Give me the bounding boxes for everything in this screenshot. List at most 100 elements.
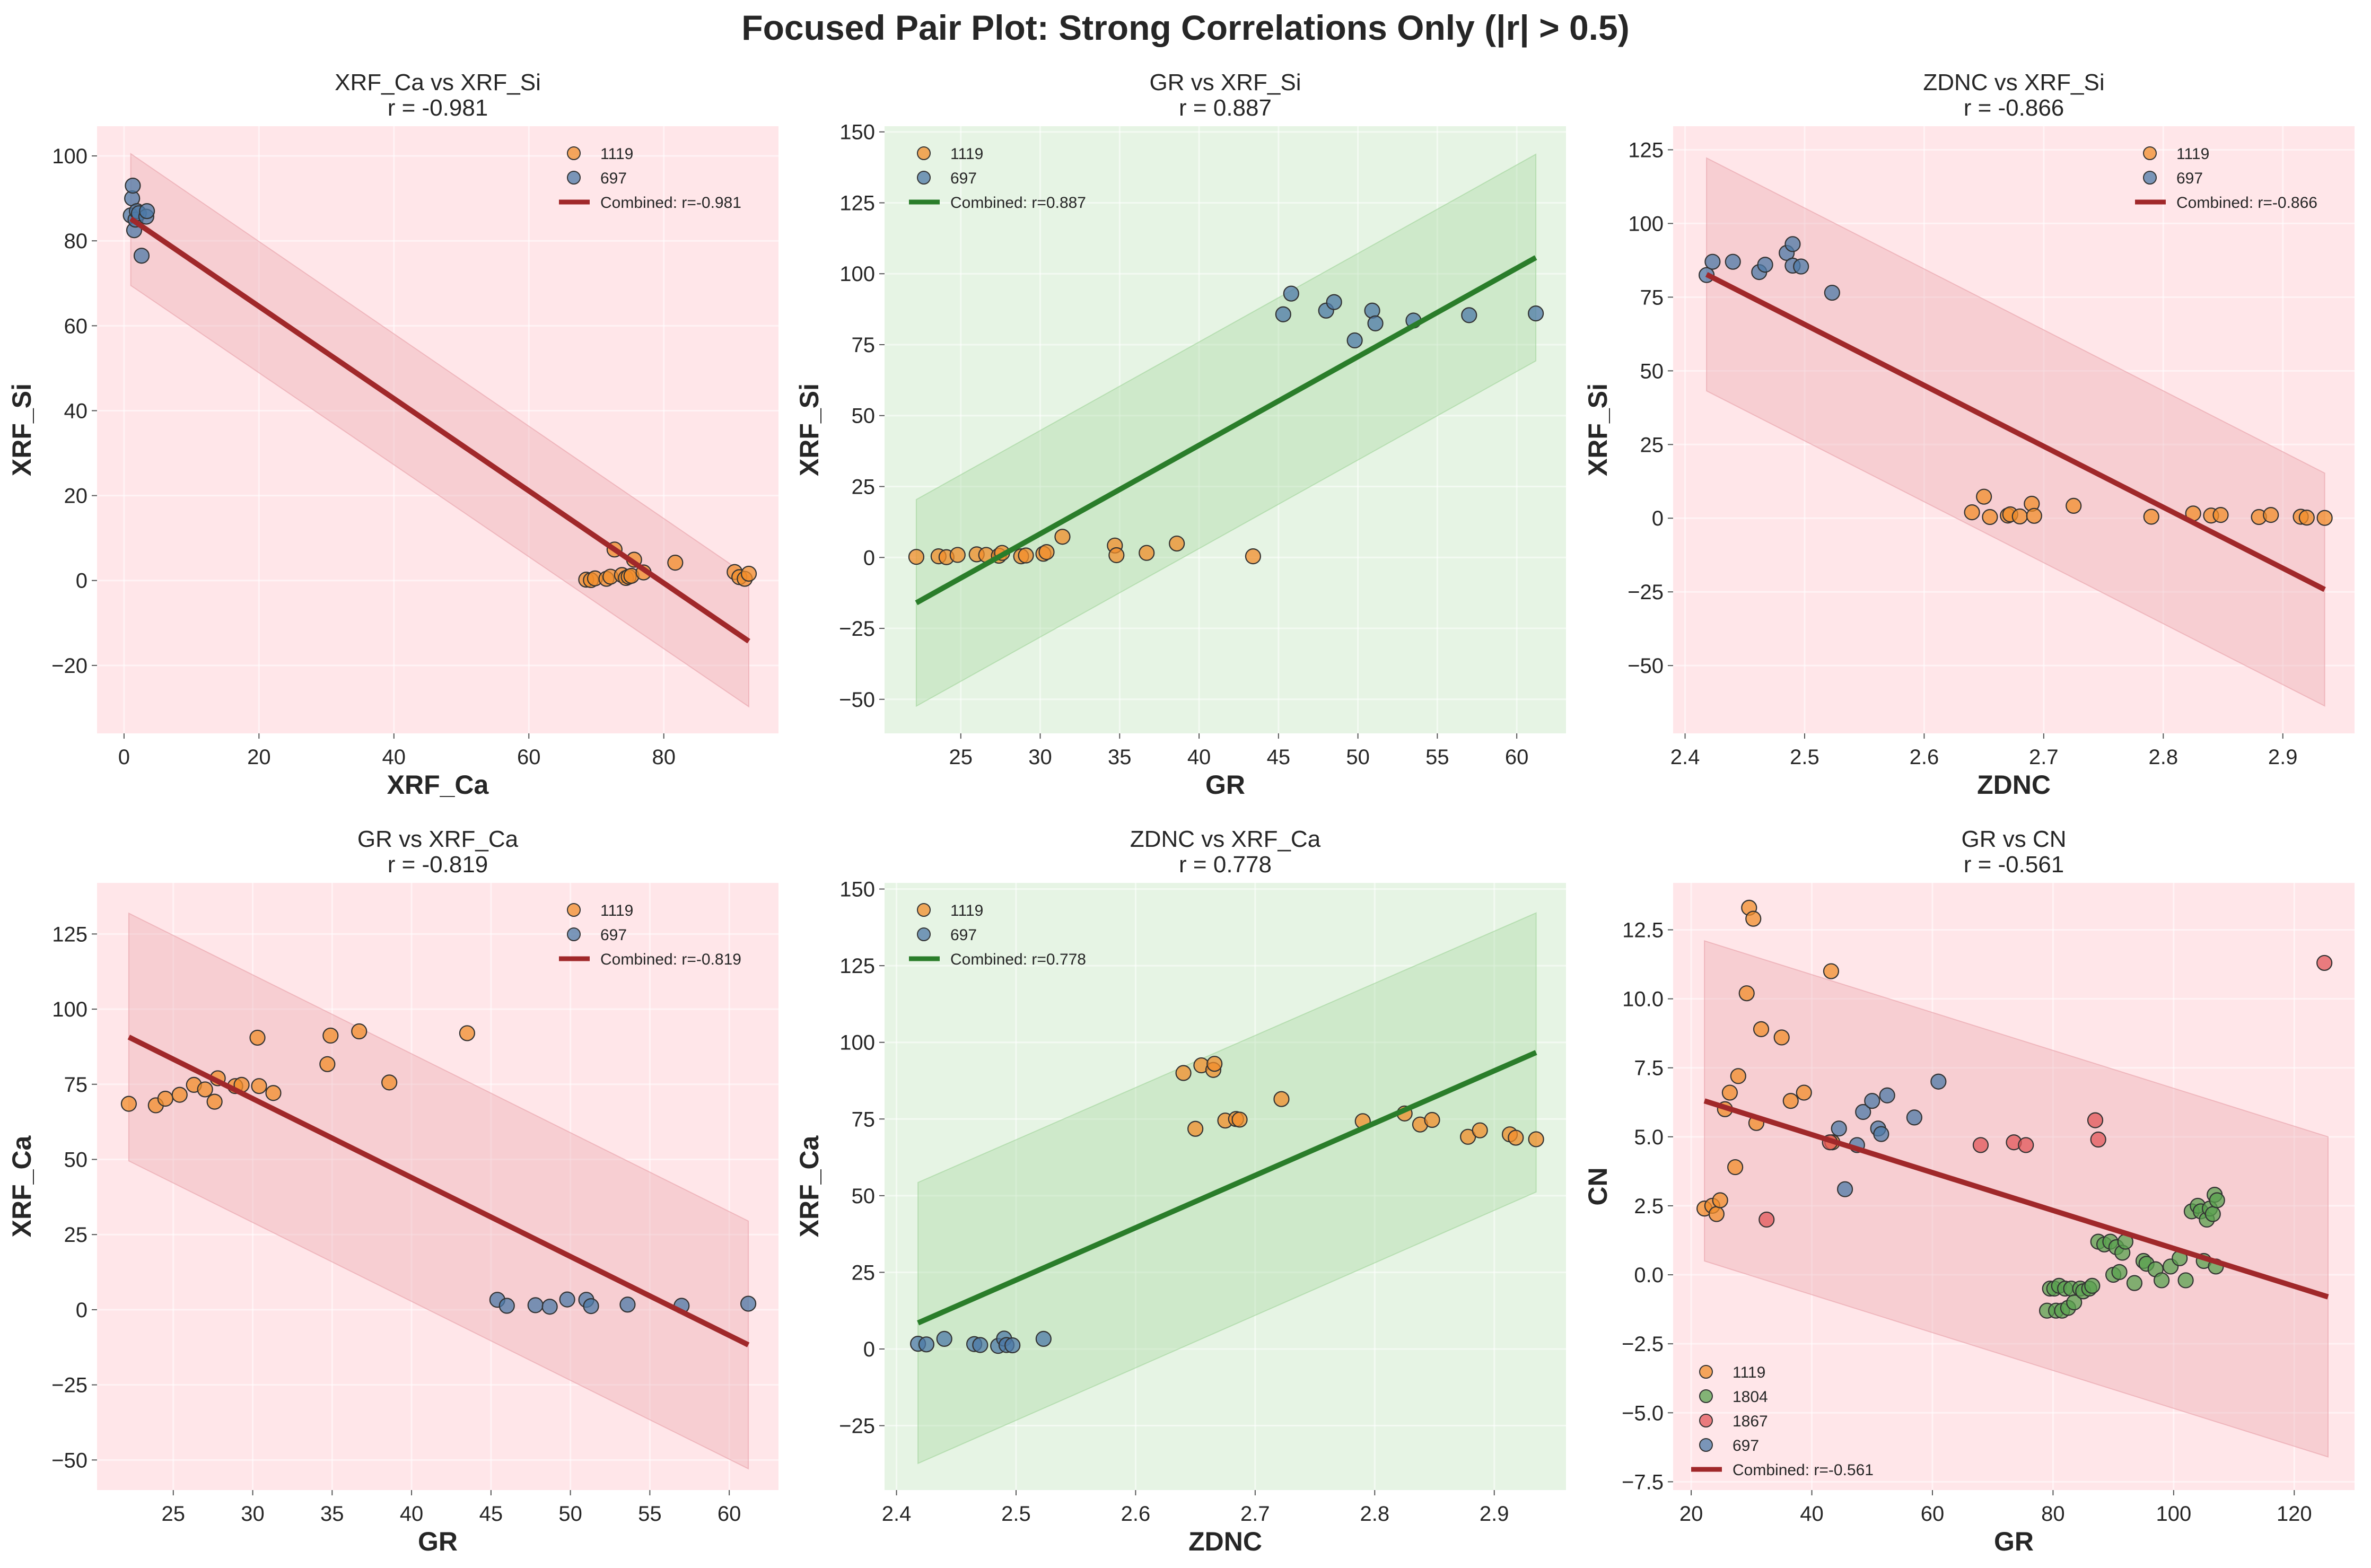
data-point-1804: [2177, 1272, 2194, 1289]
figure-title: Focused Pair Plot: Strong Correlations O…: [741, 8, 1630, 47]
data-point-1119: [2026, 507, 2042, 524]
legend-marker-1119: [567, 903, 581, 917]
data-point-697: [1326, 294, 1342, 310]
data-point-697: [1367, 315, 1384, 331]
y-tick-label: 0: [1652, 507, 1664, 530]
x-tick-label: 120: [2277, 1502, 2312, 1526]
data-point-1867: [2316, 954, 2333, 971]
data-point-1119: [249, 1029, 266, 1046]
x-tick-label: 60: [1921, 1502, 1945, 1526]
y-tick-label: −25: [1628, 581, 1664, 604]
data-point-697: [1864, 1093, 1880, 1109]
x-tick-label: 80: [652, 746, 676, 769]
data-point-1119: [1472, 1122, 1488, 1138]
legend-label: Combined: r=-0.819: [600, 951, 741, 968]
data-point-697: [1704, 253, 1721, 270]
data-point-697: [133, 248, 150, 264]
data-point-1119: [319, 1056, 336, 1072]
x-tick-label: 100: [2156, 1502, 2191, 1526]
legend-label: Combined: r=0.887: [950, 194, 1086, 212]
subplot-title: GR vs XRF_Ca: [357, 826, 519, 852]
legend-label: Combined: r=0.778: [950, 951, 1086, 968]
y-tick-label: 2.5: [1634, 1195, 1664, 1218]
plot-background: [1673, 883, 2355, 1490]
y-tick-label: −5.0: [1622, 1401, 1664, 1425]
y-tick-label: 25: [1640, 433, 1664, 457]
y-tick-label: 100: [839, 262, 875, 286]
data-point-697: [139, 203, 155, 220]
y-tick-label: −25: [839, 1415, 875, 1438]
legend-marker-1119: [1699, 1365, 1713, 1379]
x-tick-label: 35: [1108, 746, 1132, 769]
data-point-1119: [1108, 547, 1125, 564]
y-tick-label: 80: [64, 230, 88, 253]
data-point-1119: [1169, 535, 1185, 552]
data-point-1119: [1773, 1029, 1790, 1046]
data-point-1119: [197, 1081, 213, 1098]
legend-label: 697: [950, 170, 977, 187]
legend-label: 1804: [1733, 1388, 1768, 1406]
x-tick-label: 2.9: [2268, 746, 2298, 769]
data-point-1119: [1424, 1111, 1440, 1128]
y-tick-label: 0: [863, 1338, 875, 1361]
y-tick-label: 0.0: [1634, 1264, 1664, 1287]
plot-background: [97, 883, 778, 1490]
data-point-1119: [351, 1023, 368, 1040]
y-tick-label: 100: [839, 1031, 875, 1055]
y-tick-label: 60: [64, 314, 88, 338]
x-tick-label: 0: [118, 746, 130, 769]
data-point-697: [1879, 1087, 1895, 1103]
y-axis-label: XRF_Ca: [794, 1135, 824, 1237]
data-point-1119: [1708, 1206, 1725, 1222]
y-tick-label: 75: [852, 334, 876, 357]
subplot-title: GR vs CN: [1962, 826, 2067, 852]
data-point-1119: [1823, 963, 1840, 979]
x-tick-label: 2.6: [1121, 1502, 1151, 1526]
data-point-1119: [322, 1027, 339, 1044]
legend-label: 697: [2176, 170, 2203, 187]
x-tick-label: 60: [517, 746, 541, 769]
y-tick-label: 50: [1640, 360, 1664, 383]
correlation-label: r = -0.866: [1964, 95, 2064, 121]
y-tick-label: 50: [852, 405, 876, 428]
y-tick-label: −50: [839, 688, 875, 712]
y-tick-label: −20: [51, 654, 88, 678]
x-tick-label: 45: [1267, 746, 1291, 769]
x-tick-label: 55: [1425, 746, 1449, 769]
data-point-1119: [251, 1078, 267, 1094]
x-tick-label: 2.4: [882, 1502, 912, 1526]
legend-marker-1119: [917, 146, 931, 160]
x-tick-label: 20: [247, 746, 271, 769]
x-tick-label: 2.7: [2029, 746, 2059, 769]
data-point-1119: [157, 1090, 173, 1107]
x-tick-label: 2.7: [1240, 1502, 1270, 1526]
legend-label: 697: [1733, 1437, 1759, 1455]
data-point-1867: [1972, 1137, 1989, 1153]
subplot-1: 0 20 40 60 80 −20 0 20 40 60 80 100 XRF_Ca vs XRF_Si…: [7, 69, 778, 800]
data-point-1119: [2263, 507, 2279, 523]
data-point-1119: [2066, 497, 2082, 514]
y-axis-label: XRF_Ca: [7, 1135, 37, 1237]
x-axis-label: GR: [1994, 1527, 2034, 1556]
x-tick-label: 25: [162, 1502, 186, 1526]
data-point-697: [1831, 1120, 1847, 1137]
y-axis-label: XRF_Si: [1583, 383, 1613, 476]
data-point-1804: [2204, 1206, 2221, 1222]
data-point-697: [918, 1336, 935, 1353]
x-tick-label: 20: [1679, 1502, 1703, 1526]
y-tick-label: 75: [64, 1073, 88, 1097]
data-point-1119: [1139, 545, 1155, 561]
data-point-697: [1784, 236, 1801, 252]
y-axis-label: XRF_Si: [7, 383, 37, 476]
y-tick-label: 0: [863, 546, 875, 570]
data-point-1804: [2084, 1277, 2101, 1294]
correlation-label: r = -0.561: [1964, 852, 2064, 878]
data-point-1119: [667, 555, 684, 571]
data-point-1119: [1206, 1056, 1223, 1072]
data-point-697: [972, 1337, 988, 1353]
y-tick-label: −50: [51, 1449, 88, 1472]
x-tick-label: 30: [1028, 746, 1052, 769]
data-point-1867: [2087, 1112, 2104, 1128]
data-point-697: [1824, 284, 1840, 301]
